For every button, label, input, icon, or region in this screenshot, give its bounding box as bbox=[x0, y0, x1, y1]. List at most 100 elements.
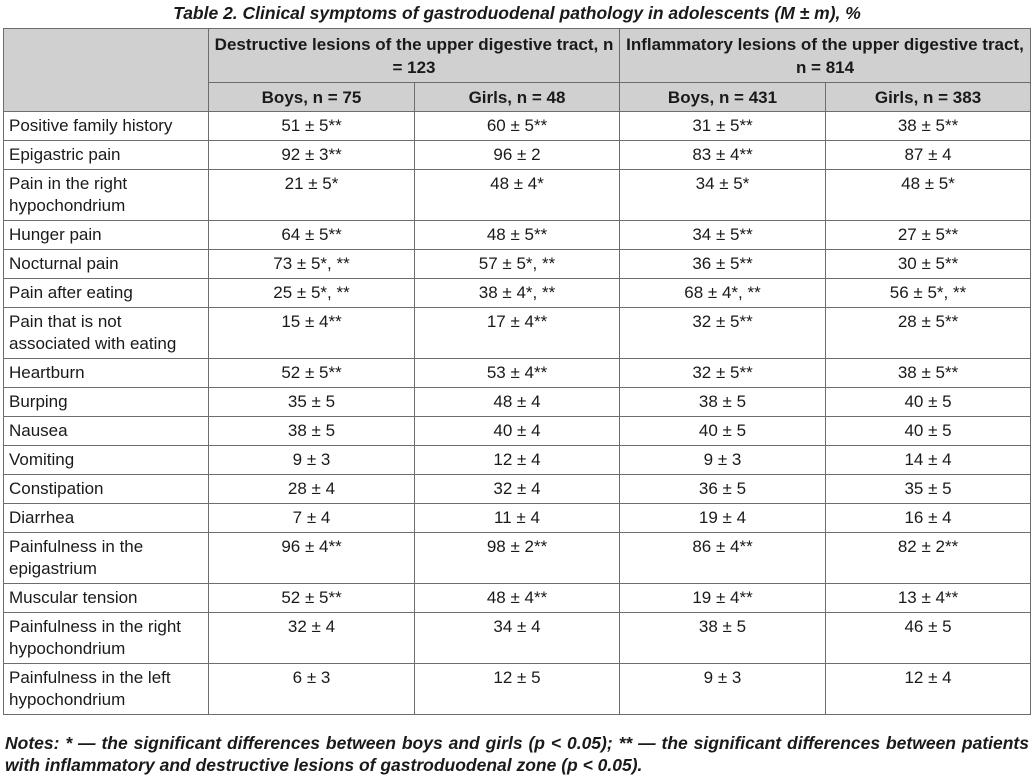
value-cell: 19 ± 4** bbox=[619, 583, 826, 613]
value-cell: 40 ± 5 bbox=[619, 416, 826, 446]
table-row: Epigastric pain 92 ± 3** 96 ± 2 83 ± 4** 87 … bbox=[3, 140, 1032, 170]
value-cell: 40 ± 5 bbox=[824, 416, 1032, 446]
symptom-label: Painfulness in the epigastrium bbox=[3, 532, 209, 584]
table-row: Heartburn 52 ± 5** 53 ± 4** 32 ± 5** 38 ± 5*… bbox=[3, 358, 1032, 388]
header-destructive-girls: Girls, n = 48 bbox=[414, 82, 620, 112]
value-cell: 38 ± 5 bbox=[208, 416, 415, 446]
value-cell: 15 ± 4** bbox=[208, 307, 415, 359]
value-cell: 35 ± 5 bbox=[208, 387, 415, 417]
value-cell: 6 ± 3 bbox=[208, 663, 415, 715]
header-corner bbox=[3, 28, 209, 112]
value-cell: 12 ± 4 bbox=[414, 445, 620, 475]
table-row: Diarrhea 7 ± 4 11 ± 4 19 ± 4 16 ± 4 bbox=[3, 503, 1032, 533]
value-cell: 83 ± 4** bbox=[619, 140, 826, 170]
symptom-label: Pain in the right hypochondrium bbox=[3, 169, 209, 221]
value-cell: 52 ± 5** bbox=[208, 358, 415, 388]
value-cell: 86 ± 4** bbox=[619, 532, 826, 584]
symptom-label: Pain after eating bbox=[3, 278, 209, 308]
header-inflammatory-boys: Boys, n = 431 bbox=[619, 82, 826, 112]
value-cell: 60 ± 5** bbox=[414, 111, 620, 141]
value-cell: 25 ± 5*, ** bbox=[208, 278, 415, 308]
symptom-label: Nocturnal pain bbox=[3, 249, 209, 279]
value-cell: 38 ± 5 bbox=[619, 612, 826, 664]
value-cell: 14 ± 4 bbox=[824, 445, 1032, 475]
value-cell: 51 ± 5** bbox=[208, 111, 415, 141]
table-row: Muscular tension 52 ± 5** 48 ± 4** 19 ± 4**… bbox=[3, 583, 1032, 613]
value-cell: 96 ± 4** bbox=[208, 532, 415, 584]
table-row: Pain that is not associated with eating 1… bbox=[3, 307, 1032, 359]
header-inflammatory-group: Inflammatory lesions of the upper digest… bbox=[618, 28, 1032, 83]
table-row: Pain after eating 25 ± 5*, ** 38 ± 4*, ** 6… bbox=[3, 278, 1032, 308]
value-cell: 40 ± 4 bbox=[414, 416, 620, 446]
value-cell: 48 ± 4** bbox=[414, 583, 620, 613]
value-cell: 32 ± 4 bbox=[208, 612, 415, 664]
value-cell: 82 ± 2** bbox=[824, 532, 1032, 584]
table-row: Painfulness in the left hypochondrium 6 ±… bbox=[3, 663, 1032, 715]
value-cell: 32 ± 5** bbox=[619, 358, 826, 388]
table-caption: Table 2. Clinical symptoms of gastroduod… bbox=[173, 3, 861, 23]
header-inflammatory-girls: Girls, n = 383 bbox=[824, 82, 1032, 112]
value-cell: 38 ± 5** bbox=[824, 111, 1032, 141]
table-row: Hunger pain 64 ± 5** 48 ± 5** 34 ± 5** 27 ± … bbox=[3, 220, 1032, 250]
value-cell: 12 ± 5 bbox=[414, 663, 620, 715]
value-cell: 21 ± 5* bbox=[208, 169, 415, 221]
value-cell: 7 ± 4 bbox=[208, 503, 415, 533]
symptom-label: Burping bbox=[3, 387, 209, 417]
value-cell: 34 ± 5** bbox=[619, 220, 826, 250]
value-cell: 56 ± 5*, ** bbox=[824, 278, 1032, 308]
table-row: Painfulness in the epigastrium 96 ± 4** 98… bbox=[3, 532, 1032, 584]
table-row: Pain in the right hypochondrium 21 ± 5* 48… bbox=[3, 169, 1032, 221]
value-cell: 38 ± 5 bbox=[619, 387, 826, 417]
value-cell: 53 ± 4** bbox=[414, 358, 620, 388]
value-cell: 52 ± 5** bbox=[208, 583, 415, 613]
symptom-label: Heartburn bbox=[3, 358, 209, 388]
symptom-label: Painfulness in the left hypochondrium bbox=[3, 663, 209, 715]
symptom-label: Painfulness in the right hypochondrium bbox=[3, 612, 209, 664]
value-cell: 87 ± 4 bbox=[824, 140, 1032, 170]
table-notes: Notes: * — the significant differences b… bbox=[5, 733, 1029, 775]
value-cell: 40 ± 5 bbox=[824, 387, 1032, 417]
value-cell: 34 ± 4 bbox=[414, 612, 620, 664]
symptom-label: Diarrhea bbox=[3, 503, 209, 533]
value-cell: 9 ± 3 bbox=[619, 663, 826, 715]
value-cell: 73 ± 5*, ** bbox=[208, 249, 415, 279]
value-cell: 36 ± 5 bbox=[619, 474, 826, 504]
symptom-label: Hunger pain bbox=[3, 220, 209, 250]
value-cell: 28 ± 5** bbox=[824, 307, 1032, 359]
value-cell: 9 ± 3 bbox=[619, 445, 826, 475]
table-row: Positive family history 51 ± 5** 60 ± 5** 3… bbox=[3, 111, 1032, 141]
value-cell: 13 ± 4** bbox=[824, 583, 1032, 613]
value-cell: 48 ± 4* bbox=[414, 169, 620, 221]
value-cell: 38 ± 4*, ** bbox=[414, 278, 620, 308]
symptom-label: Positive family history bbox=[3, 111, 209, 141]
table-row: Burping 35 ± 5 48 ± 4 38 ± 5 40 ± 5 bbox=[3, 387, 1032, 417]
value-cell: 11 ± 4 bbox=[414, 503, 620, 533]
value-cell: 68 ± 4*, ** bbox=[619, 278, 826, 308]
symptom-label: Epigastric pain bbox=[3, 140, 209, 170]
value-cell: 48 ± 5* bbox=[824, 169, 1032, 221]
value-cell: 48 ± 4 bbox=[414, 387, 620, 417]
value-cell: 57 ± 5*, ** bbox=[414, 249, 620, 279]
value-cell: 32 ± 5** bbox=[619, 307, 826, 359]
symptoms-table: Destructive lesions of the upper digesti… bbox=[3, 28, 1032, 715]
value-cell: 64 ± 5** bbox=[208, 220, 415, 250]
value-cell: 32 ± 4 bbox=[414, 474, 620, 504]
value-cell: 36 ± 5** bbox=[619, 249, 826, 279]
value-cell: 46 ± 5 bbox=[824, 612, 1032, 664]
header-destructive-boys: Boys, n = 75 bbox=[208, 82, 415, 112]
value-cell: 27 ± 5** bbox=[824, 220, 1032, 250]
value-cell: 96 ± 2 bbox=[414, 140, 620, 170]
value-cell: 48 ± 5** bbox=[414, 220, 620, 250]
value-cell: 98 ± 2** bbox=[414, 532, 620, 584]
value-cell: 38 ± 5** bbox=[824, 358, 1032, 388]
header-destructive-group: Destructive lesions of the upper digesti… bbox=[208, 28, 620, 83]
table-row: Nausea 38 ± 5 40 ± 4 40 ± 5 40 ± 5 bbox=[3, 416, 1032, 446]
table-body: Positive family history 51 ± 5** 60 ± 5** 3… bbox=[3, 111, 1032, 715]
table-row: Constipation 28 ± 4 32 ± 4 36 ± 5 35 ± 5 bbox=[3, 474, 1032, 504]
symptom-label: Nausea bbox=[3, 416, 209, 446]
value-cell: 17 ± 4** bbox=[414, 307, 620, 359]
value-cell: 34 ± 5* bbox=[619, 169, 826, 221]
value-cell: 31 ± 5** bbox=[619, 111, 826, 141]
value-cell: 12 ± 4 bbox=[824, 663, 1032, 715]
